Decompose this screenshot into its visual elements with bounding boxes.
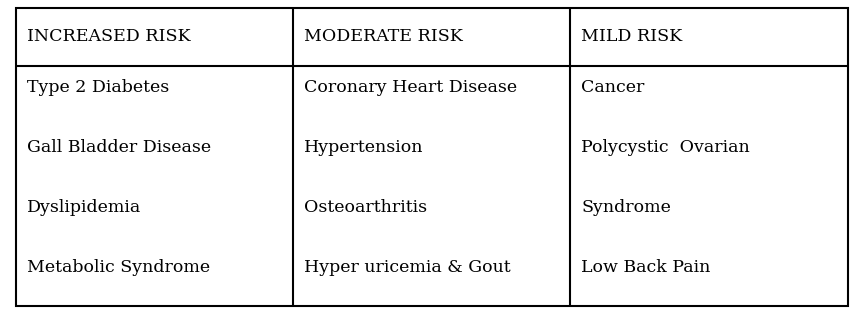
Text: Gall Bladder Disease: Gall Bladder Disease xyxy=(27,138,211,155)
Text: Metabolic Syndrome: Metabolic Syndrome xyxy=(27,259,210,276)
Text: Syndrome: Syndrome xyxy=(581,198,671,216)
Text: Low Back Pain: Low Back Pain xyxy=(581,259,711,276)
Text: INCREASED RISK: INCREASED RISK xyxy=(27,29,190,46)
Text: Hypertension: Hypertension xyxy=(304,138,423,155)
Text: Polycystic  Ovarian: Polycystic Ovarian xyxy=(581,138,750,155)
Text: Dyslipidemia: Dyslipidemia xyxy=(27,198,141,216)
Text: Type 2 Diabetes: Type 2 Diabetes xyxy=(27,78,169,95)
Text: MILD RISK: MILD RISK xyxy=(581,29,683,46)
Text: MODERATE RISK: MODERATE RISK xyxy=(304,29,463,46)
Text: Cancer: Cancer xyxy=(581,78,645,95)
Text: Osteoarthritis: Osteoarthritis xyxy=(304,198,428,216)
Text: Hyper uricemia & Gout: Hyper uricemia & Gout xyxy=(304,259,511,276)
Text: Coronary Heart Disease: Coronary Heart Disease xyxy=(304,78,518,95)
